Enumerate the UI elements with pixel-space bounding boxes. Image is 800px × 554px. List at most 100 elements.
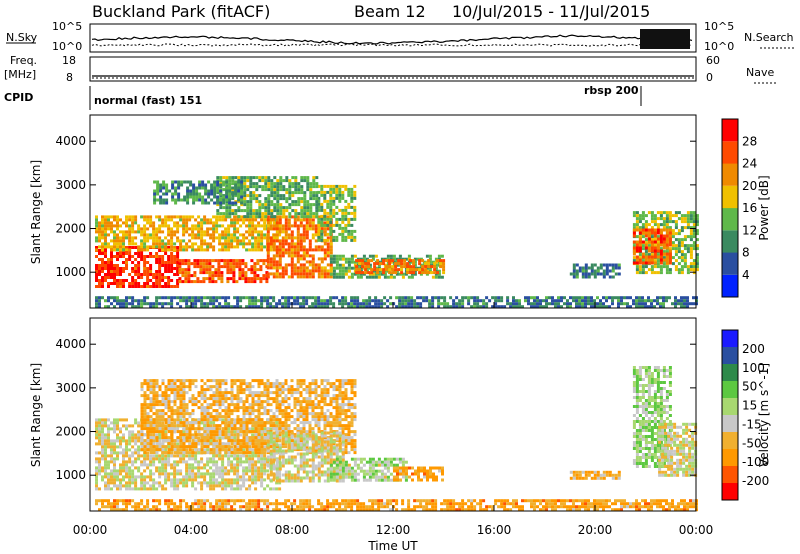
power-cell xyxy=(692,265,696,269)
power-cell xyxy=(243,194,247,198)
power-cell xyxy=(323,266,327,270)
velocity-cell xyxy=(191,448,195,452)
velocity-cell xyxy=(188,448,192,452)
power-cell xyxy=(155,252,159,255)
velocity-cell xyxy=(197,400,201,404)
velocity-cell xyxy=(221,481,225,485)
velocity-cell xyxy=(164,460,168,464)
power-cell xyxy=(581,302,584,306)
power-cell xyxy=(143,230,147,234)
power-cell xyxy=(306,215,310,219)
power-cell xyxy=(641,211,645,215)
power-cell xyxy=(161,218,165,222)
power-cell xyxy=(266,221,270,225)
freq-panel xyxy=(89,56,697,82)
power-cell xyxy=(335,220,339,224)
power-cell xyxy=(211,259,215,263)
power-cell xyxy=(259,277,263,281)
velocity-cell xyxy=(236,484,240,488)
velocity-cell xyxy=(158,457,162,461)
power-cell xyxy=(497,305,501,309)
power-cell xyxy=(371,269,375,273)
power-cell xyxy=(305,221,309,225)
velocity-cell xyxy=(131,445,135,449)
power-cell xyxy=(452,302,456,306)
power-cell xyxy=(278,248,282,252)
power-cell xyxy=(137,299,141,303)
power-cell xyxy=(192,201,196,205)
power-cell xyxy=(575,269,579,273)
power-cell xyxy=(243,176,247,180)
power-cell xyxy=(179,218,183,222)
velocity-cell xyxy=(233,487,237,491)
power-cell xyxy=(329,202,333,206)
power-cell xyxy=(260,302,264,306)
power-cell xyxy=(128,246,132,249)
velocity-cell xyxy=(275,481,279,485)
power-cell xyxy=(125,248,128,252)
power-cell xyxy=(122,255,125,258)
velocity-cell xyxy=(203,436,207,440)
power-cell xyxy=(656,249,660,253)
power-cell xyxy=(596,266,600,270)
power-cell xyxy=(207,195,211,199)
power-cell xyxy=(278,230,282,234)
power-cell xyxy=(674,259,678,263)
power-cell xyxy=(158,270,162,273)
power-cell xyxy=(222,198,226,202)
power-cell xyxy=(170,264,174,267)
velocity-cell xyxy=(167,463,171,467)
power-cell xyxy=(272,218,276,222)
power-cell xyxy=(391,265,395,269)
power-cell xyxy=(287,296,291,300)
velocity-cell xyxy=(191,436,195,440)
power-cell xyxy=(284,305,288,309)
power-cell xyxy=(320,260,324,264)
power-cell xyxy=(308,218,312,222)
power-cell xyxy=(263,233,267,237)
power-cell xyxy=(365,275,369,279)
power-cell xyxy=(365,302,369,306)
power-cell xyxy=(209,302,213,306)
power-cell xyxy=(281,251,285,255)
power-cell xyxy=(202,265,206,269)
velocity-cell xyxy=(152,481,156,485)
power-cell xyxy=(98,233,101,237)
power-cell xyxy=(294,179,298,183)
power-cell xyxy=(187,277,191,281)
power-cell xyxy=(644,231,648,235)
velocity-cell xyxy=(107,463,110,467)
power-cell xyxy=(572,275,576,279)
power-cell xyxy=(644,250,648,254)
velocity-cell xyxy=(116,451,119,455)
power-cell xyxy=(249,185,253,189)
power-cell xyxy=(650,302,653,306)
velocity-cell xyxy=(107,475,110,479)
velocity-cell xyxy=(242,466,246,470)
power-cell xyxy=(554,299,557,303)
power-cell xyxy=(689,217,693,221)
power-cell xyxy=(281,272,285,276)
velocity-cell xyxy=(128,460,132,464)
velocity-cell xyxy=(137,436,141,440)
power-cell xyxy=(473,296,477,300)
power-cell xyxy=(215,230,219,234)
velocity-cell xyxy=(218,436,222,440)
velocity-cell xyxy=(209,421,213,425)
velocity-cell xyxy=(95,481,98,485)
velocity-cell xyxy=(170,442,174,446)
velocity-cell xyxy=(113,463,116,467)
power-cell xyxy=(278,302,282,306)
power-cell xyxy=(303,206,307,210)
velocity-cell xyxy=(152,484,156,488)
power-cell xyxy=(665,223,669,227)
power-cell xyxy=(95,285,98,288)
power-cell xyxy=(215,299,219,303)
nsearch-tick-bottom: 10^0 xyxy=(704,40,734,53)
power-cell xyxy=(208,280,212,284)
velocity-cell xyxy=(203,409,207,413)
power-cell xyxy=(671,235,675,239)
velocity-cell xyxy=(137,430,141,434)
velocity-cell xyxy=(152,433,156,437)
power-cell xyxy=(110,270,113,273)
